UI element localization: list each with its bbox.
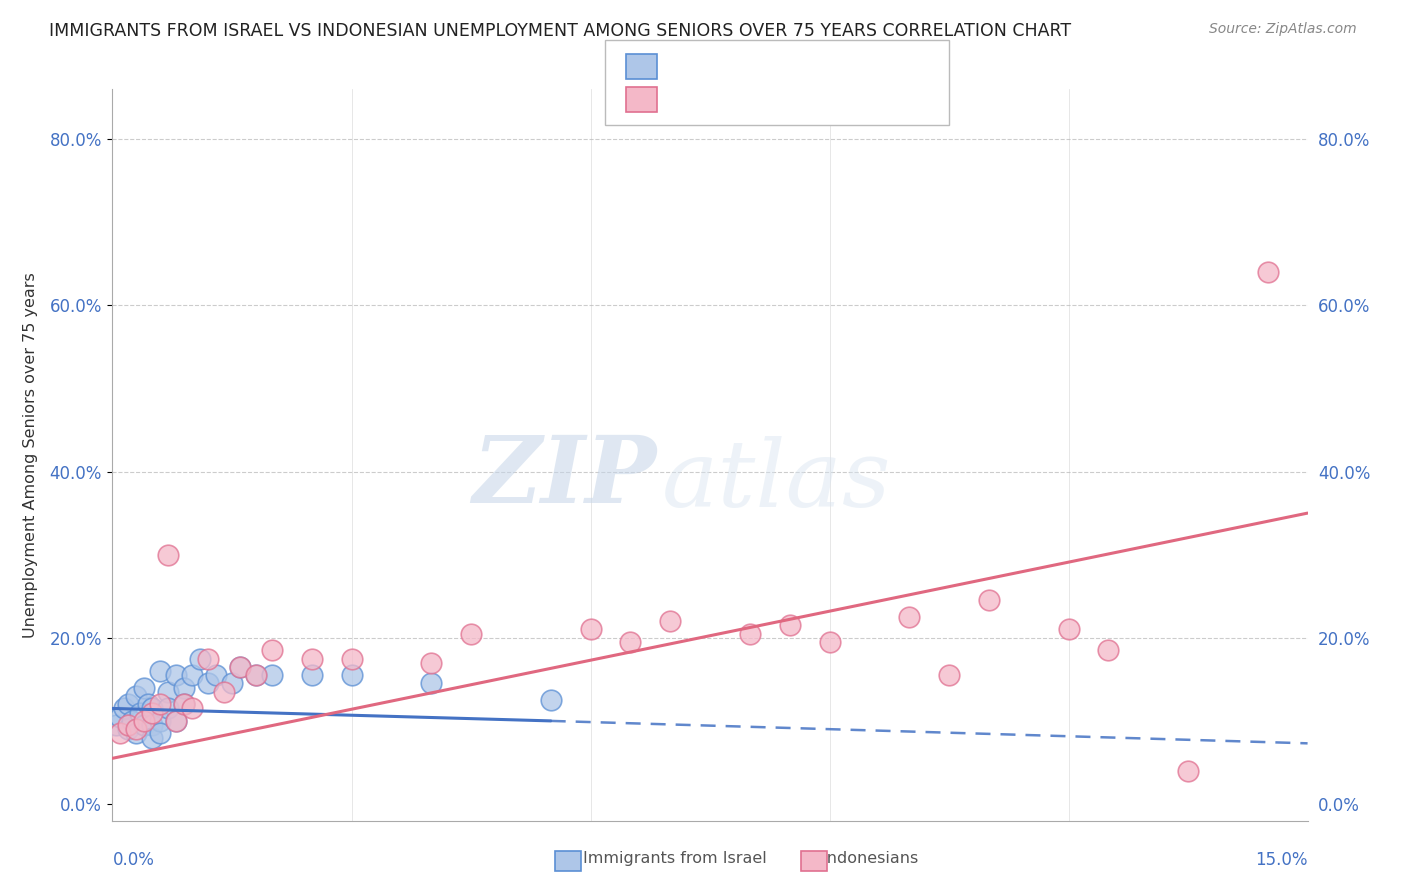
Point [110, 710, 132, 724]
Point [938, 668, 960, 682]
Point [165, 714, 187, 728]
Point [141, 706, 163, 720]
Point [117, 718, 139, 732]
Point [165, 668, 187, 682]
Point [197, 651, 219, 665]
Point [420, 656, 443, 670]
Point [134, 718, 156, 732]
Point [1177, 764, 1199, 778]
Point [1097, 643, 1119, 657]
Point [157, 685, 180, 699]
Point [1057, 623, 1080, 637]
Point [141, 718, 163, 732]
Point [117, 723, 139, 737]
Point [141, 701, 163, 715]
Text: 0.0%: 0.0% [112, 851, 155, 869]
Point [221, 676, 243, 690]
Point [134, 681, 156, 695]
Text: 15.0%: 15.0% [1256, 851, 1308, 869]
Point [157, 548, 180, 562]
Point [149, 714, 172, 728]
Point [779, 618, 801, 632]
Point [125, 726, 148, 740]
Point [245, 668, 267, 682]
Text: R = -0.142   N = 36: R = -0.142 N = 36 [668, 58, 851, 72]
Point [173, 698, 195, 712]
Text: IMMIGRANTS FROM ISRAEL VS INDONESIAN UNEMPLOYMENT AMONG SENIORS OVER 75 YEARS CO: IMMIGRANTS FROM ISRAEL VS INDONESIAN UNE… [49, 22, 1071, 40]
Point [149, 698, 172, 712]
Point [260, 643, 283, 657]
Point [125, 723, 148, 737]
Point [818, 635, 841, 649]
Point [301, 651, 323, 665]
Point [173, 681, 195, 695]
Point [245, 668, 267, 682]
Point [260, 668, 283, 682]
Point [125, 689, 148, 703]
Text: R =  0.516   N = 32: R = 0.516 N = 32 [668, 90, 851, 104]
Point [1257, 265, 1279, 279]
Point [141, 731, 163, 745]
Text: Immigrants from Israel: Immigrants from Israel [583, 851, 768, 865]
Point [181, 668, 204, 682]
Point [460, 626, 482, 640]
Point [420, 676, 443, 690]
Point [121, 714, 143, 728]
Text: Indonesians: Indonesians [823, 851, 918, 865]
Point [105, 718, 128, 732]
Point [340, 651, 363, 665]
Point [117, 698, 139, 712]
Point [181, 701, 204, 715]
Text: ZIP: ZIP [472, 432, 657, 522]
Point [134, 714, 156, 728]
Text: Source: ZipAtlas.com: Source: ZipAtlas.com [1209, 22, 1357, 37]
Point [229, 660, 252, 674]
Point [197, 676, 219, 690]
Point [540, 693, 562, 707]
Point [619, 635, 641, 649]
Point [898, 610, 921, 624]
Point [129, 706, 152, 720]
Point [229, 660, 252, 674]
Point [173, 698, 195, 712]
Point [659, 614, 682, 628]
Point [157, 701, 180, 715]
Point [212, 685, 235, 699]
Point [149, 664, 172, 678]
Point [205, 668, 228, 682]
Point [165, 714, 187, 728]
Point [340, 668, 363, 682]
Point [188, 651, 211, 665]
Point [114, 701, 135, 715]
Text: atlas: atlas [662, 435, 891, 525]
Point [149, 726, 172, 740]
Point [738, 626, 761, 640]
Point [138, 698, 160, 712]
Point [110, 726, 132, 740]
Point [977, 593, 1000, 607]
Point [301, 668, 323, 682]
Y-axis label: Unemployment Among Seniors over 75 years: Unemployment Among Seniors over 75 years [24, 272, 38, 638]
Point [579, 623, 602, 637]
